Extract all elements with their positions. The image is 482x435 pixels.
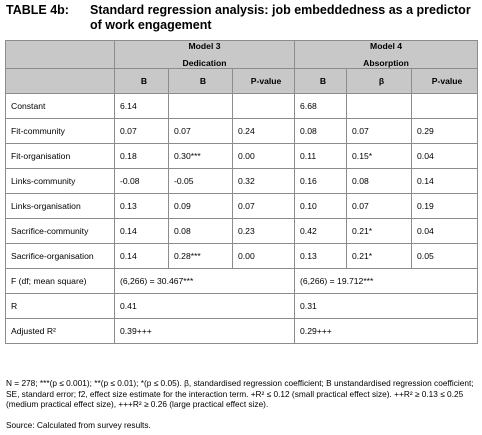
summary-row: R 0.41 0.31 [5, 293, 479, 319]
cell-m3-beta: 0.28*** [168, 243, 233, 269]
summary-label: Adjusted R² [5, 318, 115, 344]
cell-m3-b: 6.14 [114, 93, 169, 119]
cell-m3-p: 0.32 [231, 168, 296, 194]
cell-m3-p: 0.07 [231, 193, 296, 219]
model-3-header: Model 3 Dedication [113, 40, 296, 69]
model-3-name: Model 3 [188, 41, 221, 52]
col-header-m3-p: P-value [231, 68, 296, 94]
cell-m4-beta: 0.07 [346, 193, 413, 219]
cell-m3-beta: 0.08 [168, 218, 233, 244]
cell-m4-beta: 0.07 [346, 118, 413, 144]
cell-m4-beta: 0.15* [346, 143, 413, 169]
cell-m4-beta: 0.08 [346, 168, 413, 194]
row-label: Links-organisation [5, 193, 115, 219]
cell-m3-beta: 0.07 [168, 118, 233, 144]
row-label: Fit-community [5, 118, 115, 144]
cell-m4-beta: 0.21* [346, 243, 413, 269]
cell-m3-beta: -0.05 [168, 168, 233, 194]
cell-m4-p: 0.14 [411, 168, 479, 194]
summary-m3: 0.41 [113, 293, 296, 319]
cell-m3-b: 0.14 [114, 218, 169, 244]
cell-m3-beta: 0.30*** [168, 143, 233, 169]
cell-m4-b: 0.13 [294, 243, 348, 269]
summary-label: F (df; mean square) [5, 268, 115, 294]
cell-m3-b: 0.18 [114, 143, 169, 169]
cell-m4-b: 0.42 [294, 218, 348, 244]
row-label: Links-community [5, 168, 115, 194]
cell-m3-b: 0.07 [114, 118, 169, 144]
regression-table: Model 3 Dedication Model 4 Absorption B … [5, 40, 479, 344]
cell-m4-b: 6.68 [294, 93, 348, 119]
cell-m4-p: 0.05 [411, 243, 479, 269]
table-row: Links-organisation 0.13 0.09 0.07 0.10 0.07 0.… [5, 193, 479, 219]
cell-m3-p: 0.00 [231, 143, 296, 169]
cell-m3-p: 0.24 [231, 118, 296, 144]
table-number: TABLE 4b: [6, 3, 69, 17]
cell-m4-b: 0.11 [294, 143, 348, 169]
cell-m3-p [231, 93, 296, 119]
summary-m3: 0.39+++ [113, 318, 296, 344]
col-header-m3-b: B [114, 68, 169, 94]
summary-row: Adjusted R² 0.39+++ 0.29+++ [5, 318, 479, 344]
row-label: Constant [5, 93, 115, 119]
table-row: Sacrifice-community 0.14 0.08 0.23 0.42 0.21*… [5, 218, 479, 244]
summary-m4: 0.31 [294, 293, 479, 319]
cell-m3-beta: 0.09 [168, 193, 233, 219]
cell-m3-b: -0.08 [114, 168, 169, 194]
summary-m4: (6,266) = 19.712*** [294, 268, 479, 294]
cell-m4-b: 0.16 [294, 168, 348, 194]
model-4-name: Model 4 [370, 41, 403, 52]
header-corner-2 [5, 68, 115, 94]
header-corner [5, 40, 115, 69]
row-label: Fit-organisation [5, 143, 115, 169]
table-source: Source: Calculated from survey results. [6, 420, 151, 430]
table-row: Constant 6.14 6.68 [5, 93, 479, 119]
column-header-row: B B P-value B β P-value [5, 68, 479, 94]
cell-m3-p: 0.00 [231, 243, 296, 269]
cell-m4-p [411, 93, 479, 119]
table-row: Fit-organisation 0.18 0.30*** 0.00 0.11 0.15*… [5, 143, 479, 169]
cell-m3-p: 0.23 [231, 218, 296, 244]
summary-row: F (df; mean square) (6,266) = 30.467*** (6… [5, 268, 479, 294]
table-notes: N = 278; ***(p ≤ 0.001); **(p ≤ 0.01); *… [6, 378, 474, 410]
col-header-m4-b: B [294, 68, 348, 94]
summary-m3: (6,266) = 30.467*** [113, 268, 296, 294]
row-label: Sacrifice-organisation [5, 243, 115, 269]
col-header-m4-beta: β [346, 68, 413, 94]
cell-m4-p: 0.29 [411, 118, 479, 144]
model-3-subtitle: Dedication [182, 58, 227, 68]
cell-m4-p: 0.19 [411, 193, 479, 219]
model-header-row: Model 3 Dedication Model 4 Absorption [5, 40, 479, 69]
cell-m3-b: 0.13 [114, 193, 169, 219]
row-label: Sacrifice-community [5, 218, 115, 244]
cell-m3-beta [168, 93, 233, 119]
summary-label: R [5, 293, 115, 319]
table-title: TABLE 4b: Standard regression analysis: … [6, 3, 476, 33]
model-4-header: Model 4 Absorption [294, 40, 479, 69]
col-header-m4-p: P-value [411, 68, 479, 94]
cell-m4-b: 0.08 [294, 118, 348, 144]
cell-m4-beta [346, 93, 413, 119]
table-row: Fit-community 0.07 0.07 0.24 0.08 0.07 0.29 [5, 118, 479, 144]
cell-m4-b: 0.10 [294, 193, 348, 219]
table-caption: Standard regression analysis: job embedd… [90, 3, 471, 32]
cell-m4-beta: 0.21* [346, 218, 413, 244]
model-4-subtitle: Absorption [363, 58, 409, 68]
table-row: Sacrifice-organisation 0.14 0.28*** 0.00 0.1… [5, 243, 479, 269]
table-row: Links-community -0.08 -0.05 0.32 0.16 0.08 0.1… [5, 168, 479, 194]
summary-m4: 0.29+++ [294, 318, 479, 344]
cell-m4-p: 0.04 [411, 143, 479, 169]
col-header-m3-beta: B [168, 68, 233, 94]
cell-m3-b: 0.14 [114, 243, 169, 269]
cell-m4-p: 0.04 [411, 218, 479, 244]
